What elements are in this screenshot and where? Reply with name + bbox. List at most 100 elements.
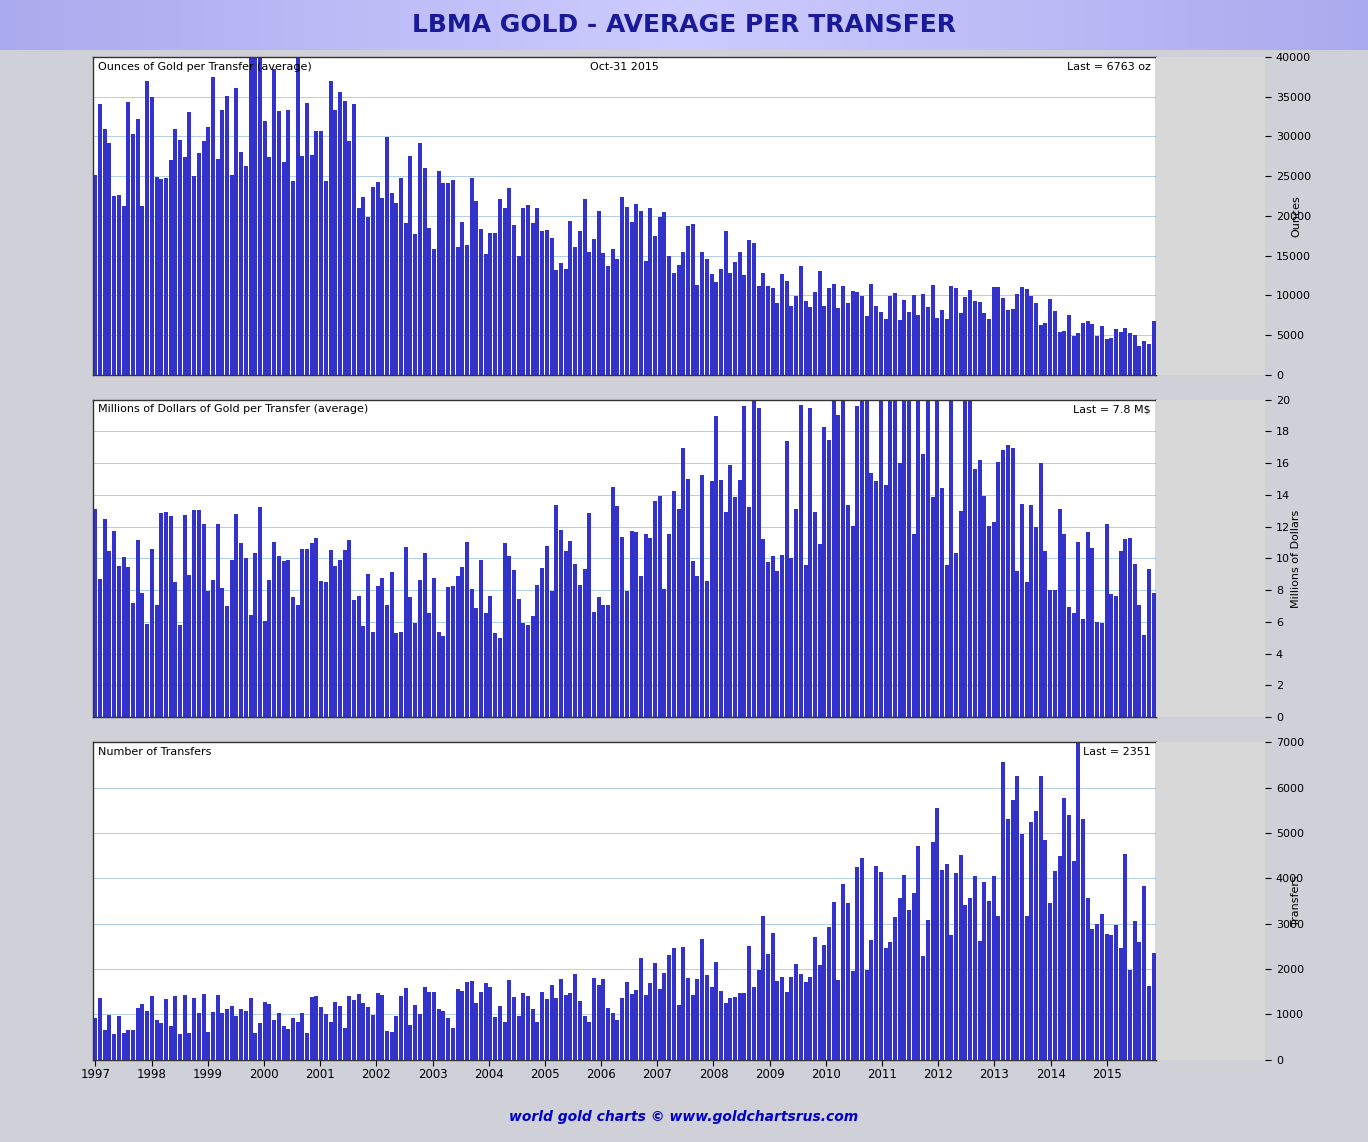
Bar — [1119, 948, 1123, 1060]
Bar — [535, 585, 539, 717]
Bar — [469, 178, 473, 375]
Bar — [587, 251, 591, 375]
Bar — [201, 140, 205, 375]
Bar — [1090, 548, 1094, 717]
Bar — [911, 534, 915, 717]
Bar — [550, 238, 554, 375]
Bar — [498, 1006, 502, 1060]
Bar — [517, 256, 521, 375]
Bar — [108, 143, 111, 375]
Text: world gold charts © www.goldchartsrus.com: world gold charts © www.goldchartsrus.co… — [509, 1110, 859, 1125]
Bar — [969, 400, 973, 717]
Bar — [982, 496, 986, 717]
Bar — [1123, 854, 1127, 1060]
Bar — [253, 553, 257, 717]
Bar — [295, 604, 300, 717]
Bar — [126, 1030, 130, 1060]
Bar — [1109, 594, 1114, 717]
Bar — [319, 131, 323, 375]
Bar — [259, 1023, 263, 1060]
Bar — [743, 994, 747, 1060]
Bar — [512, 570, 516, 717]
Bar — [1077, 332, 1081, 375]
Bar — [705, 259, 709, 375]
Bar — [888, 942, 892, 1060]
Bar — [367, 1007, 371, 1060]
Bar — [347, 540, 352, 717]
Bar — [728, 273, 732, 375]
Bar — [291, 182, 295, 375]
Bar — [1044, 552, 1048, 717]
Bar — [1123, 328, 1127, 375]
Bar — [531, 616, 535, 717]
Bar — [178, 139, 182, 375]
Bar — [540, 992, 544, 1060]
Bar — [587, 513, 591, 717]
Bar — [973, 469, 977, 717]
Bar — [681, 947, 685, 1060]
Bar — [427, 228, 431, 375]
Bar — [766, 286, 770, 375]
Bar — [648, 983, 653, 1060]
Bar — [390, 1031, 394, 1060]
Bar — [845, 506, 850, 717]
Bar — [286, 1029, 290, 1060]
Bar — [211, 580, 215, 717]
Bar — [376, 992, 379, 1060]
Bar — [710, 987, 714, 1060]
Bar — [122, 206, 126, 375]
Bar — [112, 196, 116, 375]
Bar — [384, 1031, 389, 1060]
Bar — [685, 478, 689, 717]
Text: Oct-31 2015: Oct-31 2015 — [590, 62, 659, 72]
Bar — [737, 480, 741, 717]
Bar — [399, 178, 404, 375]
Bar — [267, 580, 271, 717]
Bar — [535, 208, 539, 375]
Bar — [475, 201, 479, 375]
Bar — [234, 514, 238, 717]
Bar — [174, 129, 178, 375]
Bar — [216, 524, 220, 717]
Bar — [658, 496, 662, 717]
Bar — [554, 505, 558, 717]
Bar — [757, 970, 761, 1060]
Bar — [141, 1004, 145, 1060]
Bar — [803, 982, 807, 1060]
Bar — [1001, 298, 1005, 375]
Bar — [122, 557, 126, 717]
Bar — [1062, 798, 1066, 1060]
Bar — [1048, 903, 1052, 1060]
Bar — [1005, 819, 1010, 1060]
Bar — [911, 893, 915, 1060]
Bar — [423, 987, 427, 1060]
Bar — [1057, 855, 1062, 1060]
Bar — [475, 609, 479, 717]
Bar — [878, 871, 882, 1060]
Bar — [884, 485, 888, 717]
Bar — [996, 287, 1000, 375]
Bar — [394, 633, 398, 717]
Bar — [724, 232, 728, 375]
Bar — [164, 999, 168, 1060]
Bar — [1096, 924, 1099, 1060]
Bar — [1142, 635, 1146, 717]
Bar — [620, 538, 624, 717]
Bar — [573, 974, 577, 1060]
Bar — [1025, 581, 1029, 717]
Bar — [220, 588, 224, 717]
Bar — [239, 1010, 244, 1060]
Bar — [577, 585, 581, 717]
Bar — [93, 176, 97, 375]
Bar — [770, 556, 774, 717]
Bar — [309, 542, 313, 717]
Bar — [1005, 309, 1010, 375]
Bar — [747, 507, 751, 717]
Bar — [517, 1016, 521, 1060]
Bar — [564, 995, 568, 1060]
Bar — [338, 561, 342, 717]
Bar — [903, 300, 907, 375]
Bar — [521, 208, 525, 375]
Bar — [1025, 289, 1029, 375]
Bar — [159, 179, 163, 375]
